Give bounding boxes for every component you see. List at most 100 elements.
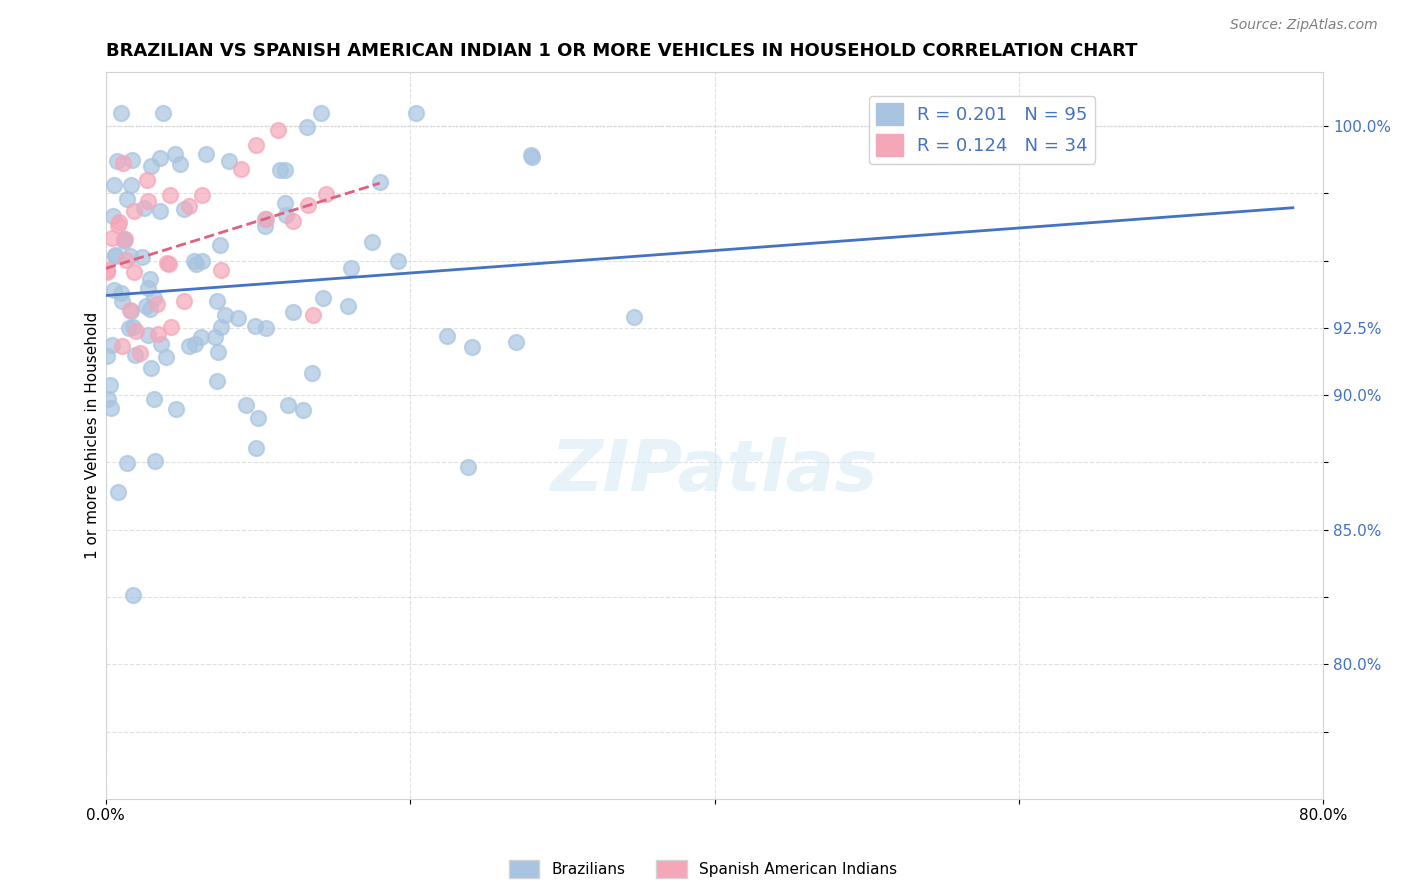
Point bbox=[191, 253, 214, 268]
Point bbox=[136, 327, 159, 342]
Point bbox=[312, 291, 335, 305]
Point bbox=[173, 293, 195, 308]
Point bbox=[155, 350, 177, 364]
Point bbox=[142, 392, 165, 406]
Point bbox=[281, 305, 304, 319]
Point bbox=[155, 256, 177, 270]
Point bbox=[336, 299, 359, 313]
Point bbox=[436, 329, 458, 343]
Point bbox=[115, 457, 138, 471]
Point bbox=[195, 146, 218, 161]
Point bbox=[274, 162, 297, 177]
Point bbox=[120, 178, 142, 193]
Point bbox=[108, 215, 131, 229]
Point bbox=[110, 285, 132, 300]
Text: BRAZILIAN VS SPANISH AMERICAN INDIAN 1 OR MORE VEHICLES IN HOUSEHOLD CORRELATION: BRAZILIAN VS SPANISH AMERICAN INDIAN 1 O… bbox=[105, 42, 1137, 60]
Point bbox=[191, 187, 214, 202]
Point bbox=[254, 321, 277, 335]
Point bbox=[520, 148, 543, 162]
Point bbox=[124, 348, 146, 362]
Point bbox=[505, 334, 527, 349]
Point bbox=[269, 163, 291, 178]
Point bbox=[96, 265, 118, 279]
Point bbox=[266, 123, 288, 137]
Point bbox=[100, 401, 122, 416]
Point bbox=[457, 459, 479, 474]
Text: Source: ZipAtlas.com: Source: ZipAtlas.com bbox=[1230, 18, 1378, 32]
Point bbox=[135, 299, 157, 313]
Point bbox=[98, 377, 121, 392]
Point bbox=[179, 199, 201, 213]
Point bbox=[205, 374, 228, 388]
Point bbox=[297, 198, 319, 212]
Point bbox=[209, 320, 232, 334]
Point bbox=[152, 105, 174, 120]
Point bbox=[146, 297, 169, 311]
Point bbox=[368, 175, 391, 189]
Point bbox=[120, 249, 142, 263]
Point bbox=[115, 192, 138, 206]
Point bbox=[292, 403, 315, 417]
Point bbox=[235, 397, 257, 411]
Point bbox=[136, 173, 159, 187]
Point bbox=[302, 309, 325, 323]
Point bbox=[254, 212, 277, 227]
Point bbox=[186, 257, 208, 271]
Point bbox=[245, 318, 267, 333]
Point bbox=[245, 442, 267, 456]
Point bbox=[461, 340, 484, 354]
Point bbox=[183, 254, 205, 268]
Point bbox=[190, 329, 212, 343]
Point bbox=[160, 319, 183, 334]
Point bbox=[104, 248, 127, 262]
Point bbox=[218, 154, 240, 169]
Point bbox=[139, 301, 162, 316]
Point bbox=[315, 187, 337, 202]
Point bbox=[111, 293, 134, 308]
Point bbox=[276, 398, 298, 412]
Point bbox=[623, 310, 645, 325]
Point bbox=[159, 187, 181, 202]
Point bbox=[112, 235, 135, 249]
Point bbox=[110, 105, 132, 120]
Point bbox=[274, 208, 297, 222]
Point bbox=[121, 320, 143, 334]
Point bbox=[136, 281, 159, 295]
Point bbox=[339, 261, 361, 276]
Point bbox=[117, 321, 139, 335]
Point bbox=[101, 209, 124, 223]
Point bbox=[107, 218, 129, 232]
Point bbox=[111, 339, 134, 353]
Point bbox=[214, 308, 236, 322]
Point bbox=[122, 588, 145, 602]
Point bbox=[184, 336, 207, 351]
Point bbox=[122, 264, 145, 278]
Point bbox=[143, 453, 166, 467]
Point bbox=[107, 485, 129, 500]
Point bbox=[522, 150, 544, 164]
Point bbox=[105, 154, 128, 169]
Point bbox=[253, 219, 276, 233]
Point bbox=[169, 157, 191, 171]
Point bbox=[142, 291, 165, 305]
Point bbox=[141, 160, 163, 174]
Point bbox=[148, 326, 170, 341]
Point bbox=[173, 202, 195, 217]
Point bbox=[118, 302, 141, 317]
Point bbox=[97, 392, 120, 406]
Point bbox=[163, 147, 186, 161]
Point bbox=[141, 361, 163, 376]
Point bbox=[246, 411, 269, 425]
Legend: R = 0.201   N = 95, R = 0.124   N = 34: R = 0.201 N = 95, R = 0.124 N = 34 bbox=[869, 96, 1095, 163]
Point bbox=[208, 238, 231, 252]
Point bbox=[96, 262, 118, 277]
Point bbox=[122, 204, 145, 219]
Point bbox=[283, 214, 305, 228]
Point bbox=[128, 346, 150, 360]
Point bbox=[103, 283, 125, 297]
Point bbox=[131, 250, 153, 264]
Point bbox=[360, 235, 382, 249]
Point bbox=[205, 293, 228, 308]
Point bbox=[405, 105, 427, 120]
Point bbox=[166, 401, 188, 416]
